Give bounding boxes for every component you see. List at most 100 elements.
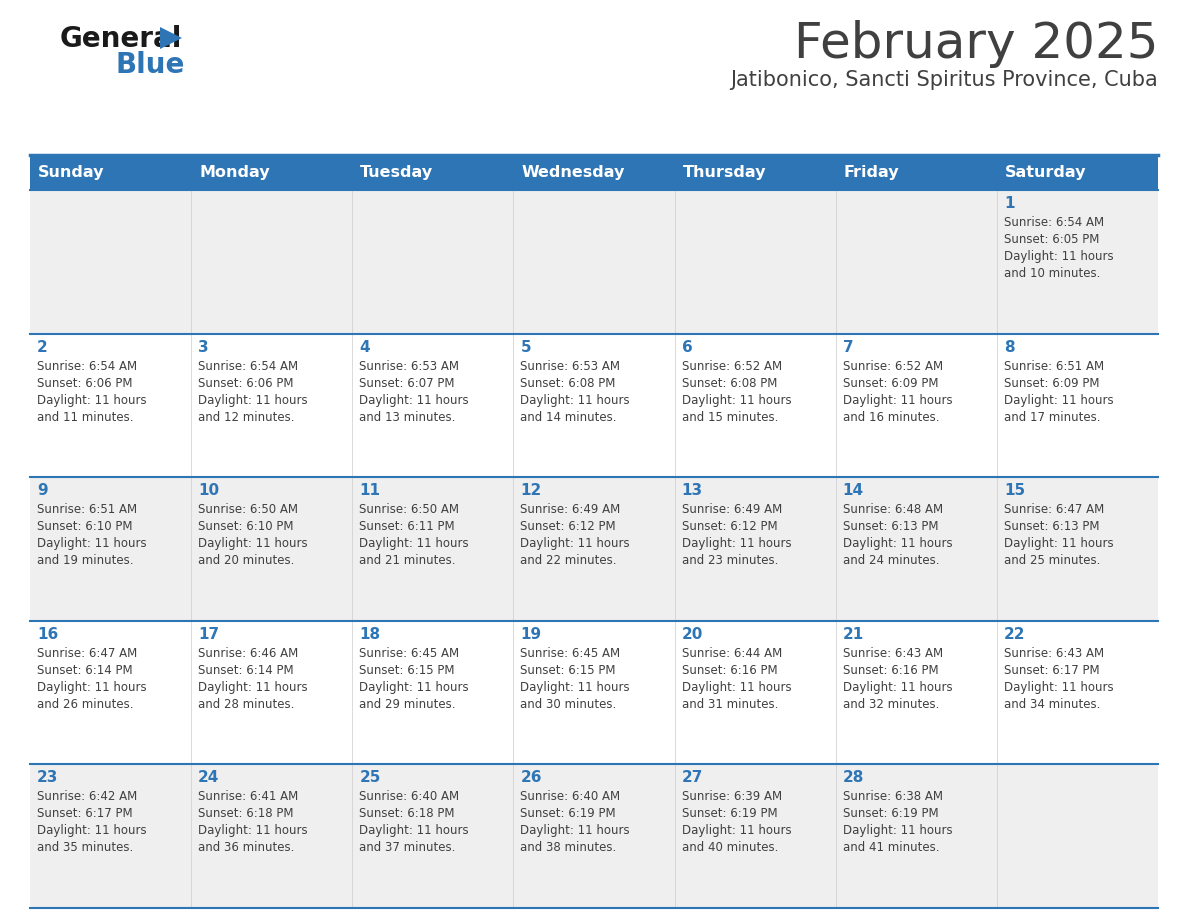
Text: Daylight: 11 hours: Daylight: 11 hours [359,394,469,407]
Text: Sunset: 6:16 PM: Sunset: 6:16 PM [842,664,939,677]
Text: and 38 minutes.: and 38 minutes. [520,842,617,855]
Text: Sunrise: 6:52 AM: Sunrise: 6:52 AM [682,360,782,373]
Text: Sunrise: 6:54 AM: Sunrise: 6:54 AM [1004,216,1104,229]
Text: Sunrise: 6:43 AM: Sunrise: 6:43 AM [1004,647,1104,660]
Bar [30,621,1158,765]
Text: Sunset: 6:06 PM: Sunset: 6:06 PM [37,376,133,389]
Text: Daylight: 11 hours: Daylight: 11 hours [1004,250,1113,263]
Text: Daylight: 11 hours: Daylight: 11 hours [842,394,953,407]
Text: and 28 minutes.: and 28 minutes. [198,698,295,711]
Text: Saturday: Saturday [1005,165,1086,180]
Text: and 11 minutes.: and 11 minutes. [37,410,133,423]
Text: Sunset: 6:11 PM: Sunset: 6:11 PM [359,521,455,533]
Text: Sunset: 6:16 PM: Sunset: 6:16 PM [682,664,777,677]
Text: Daylight: 11 hours: Daylight: 11 hours [520,394,630,407]
Text: Sunset: 6:05 PM: Sunset: 6:05 PM [1004,233,1099,246]
Text: Sunset: 6:10 PM: Sunset: 6:10 PM [37,521,133,533]
Bar [30,765,1158,908]
Text: 21: 21 [842,627,864,642]
Text: Sunrise: 6:54 AM: Sunrise: 6:54 AM [37,360,137,373]
Text: 15: 15 [1004,483,1025,498]
Text: and 21 minutes.: and 21 minutes. [359,554,456,567]
Text: Sunset: 6:17 PM: Sunset: 6:17 PM [37,808,133,821]
Text: 11: 11 [359,483,380,498]
Text: Sunset: 6:19 PM: Sunset: 6:19 PM [842,808,939,821]
Text: Sunrise: 6:39 AM: Sunrise: 6:39 AM [682,790,782,803]
Bar [30,477,1158,621]
Text: Sunrise: 6:48 AM: Sunrise: 6:48 AM [842,503,943,516]
Text: Daylight: 11 hours: Daylight: 11 hours [842,537,953,550]
Text: Sunrise: 6:40 AM: Sunrise: 6:40 AM [520,790,620,803]
Text: and 37 minutes.: and 37 minutes. [359,842,456,855]
Text: Jatibonico, Sancti Spiritus Province, Cuba: Jatibonico, Sancti Spiritus Province, Cu… [731,70,1158,90]
Text: and 34 minutes.: and 34 minutes. [1004,698,1100,711]
Bar [675,155,835,190]
Text: Sunrise: 6:54 AM: Sunrise: 6:54 AM [198,360,298,373]
Text: Daylight: 11 hours: Daylight: 11 hours [37,681,146,694]
Text: Sunrise: 6:53 AM: Sunrise: 6:53 AM [359,360,460,373]
Text: Daylight: 11 hours: Daylight: 11 hours [198,824,308,837]
Text: and 31 minutes.: and 31 minutes. [682,698,778,711]
Text: 6: 6 [682,340,693,354]
Text: Sunset: 6:17 PM: Sunset: 6:17 PM [1004,664,1099,677]
Text: 22: 22 [1004,627,1025,642]
Text: 12: 12 [520,483,542,498]
Bar [30,190,1158,333]
Text: 3: 3 [198,340,209,354]
Text: Sunrise: 6:38 AM: Sunrise: 6:38 AM [842,790,943,803]
Text: 1: 1 [1004,196,1015,211]
Text: Sunset: 6:09 PM: Sunset: 6:09 PM [842,376,939,389]
Text: 18: 18 [359,627,380,642]
Text: 13: 13 [682,483,702,498]
Text: 28: 28 [842,770,864,786]
Text: Monday: Monday [200,165,270,180]
Text: February 2025: February 2025 [794,20,1158,68]
Text: Wednesday: Wednesday [522,165,625,180]
Text: 14: 14 [842,483,864,498]
Text: Sunset: 6:14 PM: Sunset: 6:14 PM [37,664,133,677]
Text: Sunset: 6:12 PM: Sunset: 6:12 PM [682,521,777,533]
Text: 24: 24 [198,770,220,786]
Text: and 14 minutes.: and 14 minutes. [520,410,617,423]
Text: Daylight: 11 hours: Daylight: 11 hours [359,824,469,837]
Text: 20: 20 [682,627,703,642]
Text: Daylight: 11 hours: Daylight: 11 hours [198,394,308,407]
Text: and 17 minutes.: and 17 minutes. [1004,410,1100,423]
Text: Blue: Blue [115,51,184,79]
Text: Sunset: 6:13 PM: Sunset: 6:13 PM [842,521,939,533]
Text: Daylight: 11 hours: Daylight: 11 hours [1004,394,1113,407]
Text: Daylight: 11 hours: Daylight: 11 hours [198,681,308,694]
Text: Sunset: 6:19 PM: Sunset: 6:19 PM [682,808,777,821]
Text: General: General [61,25,183,53]
Text: Sunrise: 6:40 AM: Sunrise: 6:40 AM [359,790,460,803]
Text: Sunset: 6:08 PM: Sunset: 6:08 PM [682,376,777,389]
Text: Thursday: Thursday [683,165,766,180]
Text: Sunset: 6:07 PM: Sunset: 6:07 PM [359,376,455,389]
Text: Daylight: 11 hours: Daylight: 11 hours [359,681,469,694]
Text: Sunrise: 6:44 AM: Sunrise: 6:44 AM [682,647,782,660]
Text: and 10 minutes.: and 10 minutes. [1004,267,1100,280]
Text: Daylight: 11 hours: Daylight: 11 hours [682,681,791,694]
Text: Sunrise: 6:49 AM: Sunrise: 6:49 AM [682,503,782,516]
Text: and 16 minutes.: and 16 minutes. [842,410,940,423]
Text: Sunrise: 6:53 AM: Sunrise: 6:53 AM [520,360,620,373]
Text: Sunrise: 6:47 AM: Sunrise: 6:47 AM [37,647,138,660]
Bar [513,155,675,190]
Text: Daylight: 11 hours: Daylight: 11 hours [682,824,791,837]
Text: and 19 minutes.: and 19 minutes. [37,554,133,567]
Text: and 35 minutes.: and 35 minutes. [37,842,133,855]
Text: Sunset: 6:13 PM: Sunset: 6:13 PM [1004,521,1099,533]
Text: Sunrise: 6:50 AM: Sunrise: 6:50 AM [359,503,460,516]
Text: and 26 minutes.: and 26 minutes. [37,698,133,711]
Text: Sunset: 6:08 PM: Sunset: 6:08 PM [520,376,615,389]
Text: Sunrise: 6:47 AM: Sunrise: 6:47 AM [1004,503,1104,516]
Text: and 30 minutes.: and 30 minutes. [520,698,617,711]
Text: Daylight: 11 hours: Daylight: 11 hours [682,537,791,550]
Text: and 29 minutes.: and 29 minutes. [359,698,456,711]
Bar [997,155,1158,190]
Text: Daylight: 11 hours: Daylight: 11 hours [520,681,630,694]
Bar [835,155,997,190]
Text: Sunday: Sunday [38,165,105,180]
Text: 4: 4 [359,340,369,354]
Text: Daylight: 11 hours: Daylight: 11 hours [37,537,146,550]
